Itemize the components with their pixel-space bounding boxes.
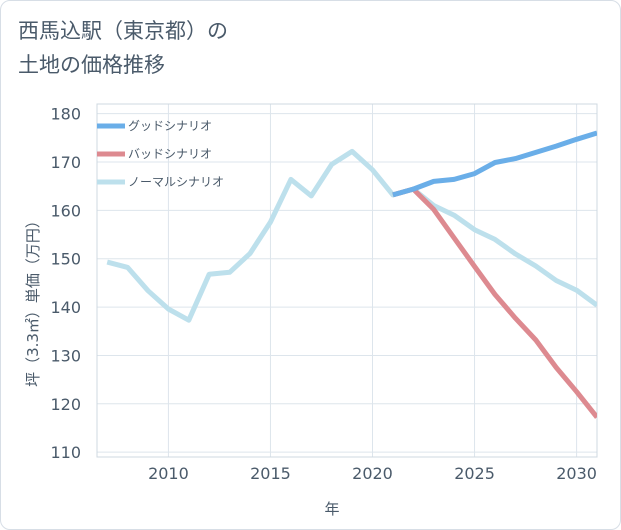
x-tick-label-2025: 2025 xyxy=(454,464,495,483)
series-line-normal xyxy=(106,148,597,323)
x-tick-label-2010: 2010 xyxy=(148,464,189,483)
series-line-good xyxy=(392,130,597,198)
y-axis-ticks: 110 120 130 140 150 160 170 180 xyxy=(50,105,81,462)
x-tick-label-2015: 2015 xyxy=(250,464,291,483)
x-axis-ticks: 2010 2015 2020 2025 2030 xyxy=(148,464,597,483)
x-axis-title: 年 xyxy=(324,500,339,518)
series-lines xyxy=(106,130,597,419)
y-tick-label-140: 140 xyxy=(50,298,81,317)
series-line-bad xyxy=(392,186,597,419)
chart-title: 西馬込駅（東京都）の 土地の価格推移 xyxy=(18,19,228,77)
plot-area-border xyxy=(96,103,598,458)
y-tick-label-130: 130 xyxy=(50,346,81,365)
y-tick-label-180: 180 xyxy=(50,105,81,124)
y-axis-title: 坪（3.3㎡）単価（万円） xyxy=(24,213,42,387)
x-tick-label-2020: 2020 xyxy=(352,464,393,483)
grid-lines xyxy=(97,104,597,457)
legend-label-normal: ノーマルシナリオ xyxy=(128,175,224,189)
y-tick-label-160: 160 xyxy=(50,201,81,220)
y-tick-label-170: 170 xyxy=(50,153,81,172)
y-tick-label-120: 120 xyxy=(50,395,81,414)
y-tick-label-110: 110 xyxy=(50,443,81,462)
x-tick-label-2030: 2030 xyxy=(556,464,597,483)
legend-label-bad: バッドシナリオ xyxy=(128,147,212,161)
y-tick-label-150: 150 xyxy=(50,250,81,269)
legend-label-good: グッドシナリオ xyxy=(128,119,212,133)
